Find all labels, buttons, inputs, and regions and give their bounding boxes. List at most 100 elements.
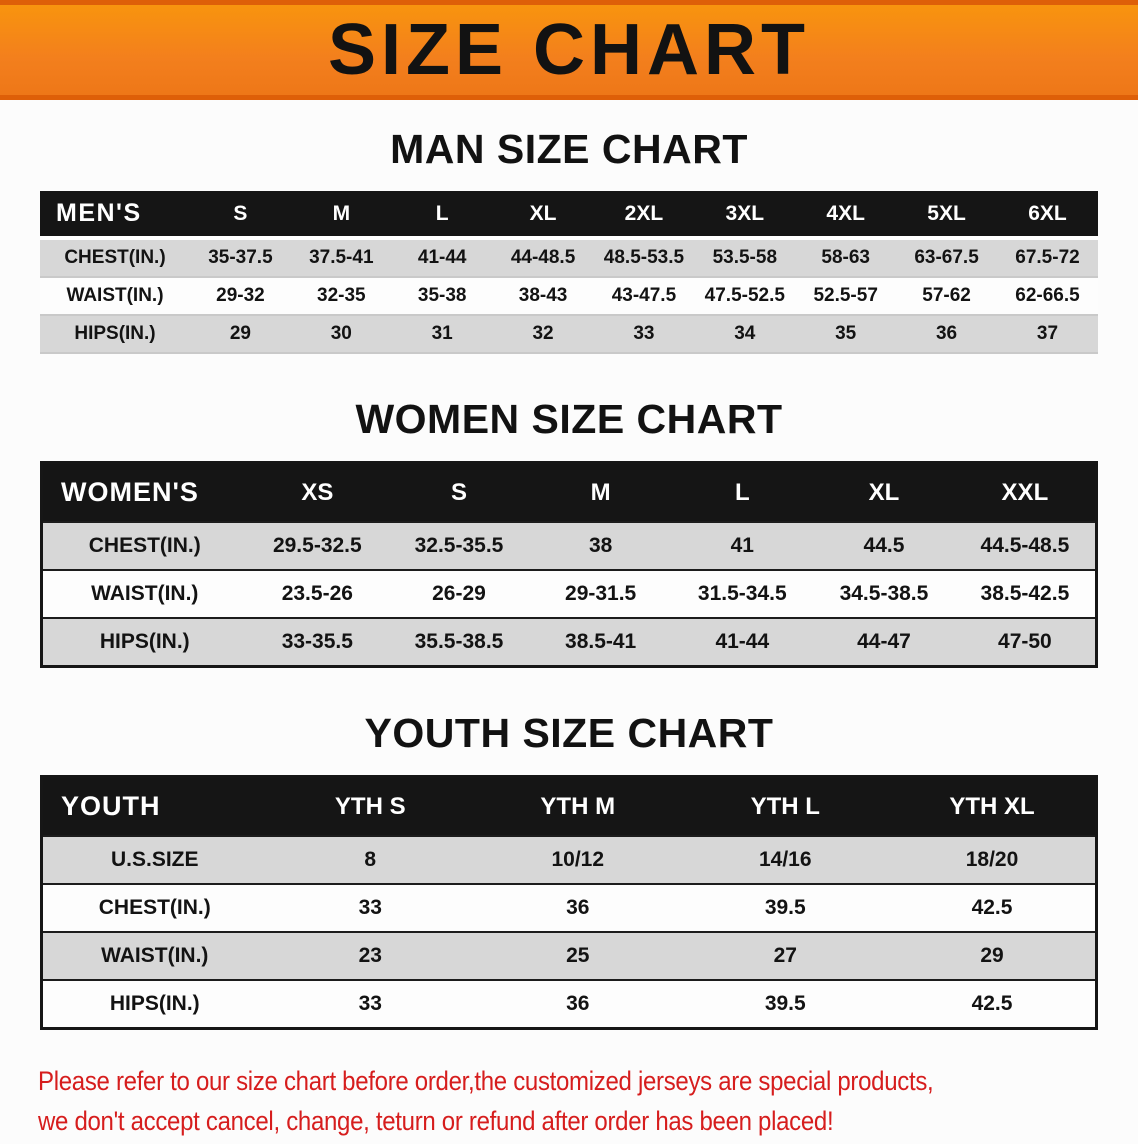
size-value-cell: 47.5-52.5: [694, 277, 796, 316]
size-value-cell: 57-62: [896, 277, 997, 316]
size-value-cell: 47-50: [954, 617, 1097, 667]
table-title-cell: MEN'S: [40, 191, 190, 238]
size-value-cell: 25: [474, 931, 682, 980]
size-value-cell: 62-66.5: [997, 277, 1098, 316]
size-column-header: 4XL: [795, 191, 897, 238]
table-row: WAIST(IN.) 23.5-26 26-29 29-31.5 31.5-34.5 34…: [41, 569, 1097, 618]
size-value-cell: 29: [889, 931, 1097, 980]
table-row: U.S.SIZE 8 10/12 14/16 18/20: [41, 835, 1097, 884]
size-value-cell: 23.5-26: [246, 569, 389, 618]
row-label: HIPS(IN.): [41, 617, 247, 667]
size-value-cell: 41: [671, 521, 814, 570]
size-value-cell: 58-63: [795, 236, 897, 278]
size-value-cell: 44-48.5: [492, 236, 594, 278]
size-column-header: 5XL: [896, 191, 997, 238]
size-value-cell: 39.5: [681, 883, 889, 932]
size-value-cell: 37.5-41: [290, 236, 392, 278]
size-value-cell: 39.5: [681, 979, 889, 1029]
size-value-cell: 37: [997, 315, 1098, 354]
size-value-cell: 14/16: [681, 835, 889, 884]
table-body: CHEST(IN.) 35-37.5 37.5-41 41-44 44-48.5 48.5…: [40, 236, 1098, 354]
size-value-cell: 36: [474, 883, 682, 932]
size-column-header: XL: [813, 462, 955, 522]
size-column-header: M: [290, 191, 392, 238]
size-value-cell: 42.5: [889, 979, 1097, 1029]
table-title-cell: YOUTH: [41, 776, 267, 836]
size-column-header: L: [671, 462, 814, 522]
youth-size-section: YOUTH SIZE CHART YOUTH YTH S YTH M YTH L YTH…: [0, 710, 1138, 1030]
size-value-cell: 35-37.5: [190, 236, 291, 278]
header-row: WOMEN'S XS S M L XL XXL: [41, 462, 1097, 522]
size-value-cell: 44-47: [813, 617, 955, 667]
row-label: WAIST(IN.): [41, 931, 267, 980]
size-value-cell: 29.5-32.5: [246, 521, 389, 570]
size-value-cell: 36: [896, 315, 997, 354]
size-value-cell: 44.5-48.5: [954, 521, 1097, 570]
row-label: HIPS(IN.): [40, 315, 190, 354]
table-row: HIPS(IN.) 33 36 39.5 42.5: [41, 979, 1097, 1029]
table-title-cell: WOMEN'S: [41, 462, 247, 522]
size-column-header: S: [388, 462, 530, 522]
size-value-cell: 41-44: [671, 617, 814, 667]
row-label: CHEST(IN.): [41, 883, 267, 932]
size-value-cell: 8: [266, 835, 474, 884]
size-value-cell: 53.5-58: [694, 236, 796, 278]
header-row: MEN'S S M L XL 2XL 3XL 4XL 5XL 6XL: [40, 191, 1098, 238]
size-value-cell: 29-32: [190, 277, 291, 316]
page-title: SIZE CHART: [328, 10, 810, 90]
size-column-header: 6XL: [997, 191, 1098, 238]
size-column-header: L: [391, 191, 493, 238]
size-value-cell: 33-35.5: [246, 617, 389, 667]
table-row: HIPS(IN.) 33-35.5 35.5-38.5 38.5-41 41-44 44-…: [41, 617, 1097, 667]
size-value-cell: 26-29: [388, 569, 530, 618]
size-column-header: 2XL: [593, 191, 695, 238]
women-size-section: WOMEN SIZE CHART WOMEN'S XS S M L XL XXL CHEST(…: [0, 396, 1138, 668]
size-value-cell: 34: [694, 315, 796, 354]
size-value-cell: 29: [190, 315, 291, 354]
size-value-cell: 43-47.5: [593, 277, 695, 316]
size-value-cell: 32-35: [290, 277, 392, 316]
size-value-cell: 33: [266, 883, 474, 932]
men-section-heading: MAN SIZE CHART: [390, 126, 748, 172]
size-value-cell: 36: [474, 979, 682, 1029]
table-row: WAIST(IN.) 29-32 32-35 35-38 38-43 43-47.5 47.…: [40, 277, 1098, 316]
row-label: HIPS(IN.): [41, 979, 267, 1029]
header-row: YOUTH YTH S YTH M YTH L YTH XL: [41, 776, 1097, 836]
size-value-cell: 35: [795, 315, 897, 354]
size-column-header: M: [529, 462, 672, 522]
size-column-header: YTH M: [474, 776, 682, 836]
size-value-cell: 33: [593, 315, 695, 354]
size-value-cell: 38.5-41: [529, 617, 672, 667]
size-column-header: 3XL: [694, 191, 796, 238]
size-value-cell: 32: [492, 315, 594, 354]
size-value-cell: 30: [290, 315, 392, 354]
banner: SIZE CHART: [0, 0, 1138, 100]
row-label: U.S.SIZE: [41, 835, 267, 884]
size-value-cell: 32.5-35.5: [388, 521, 530, 570]
size-value-cell: 23: [266, 931, 474, 980]
table-header: MEN'S S M L XL 2XL 3XL 4XL 5XL 6XL: [40, 191, 1098, 238]
size-column-header: XXL: [954, 462, 1097, 522]
size-value-cell: 35-38: [391, 277, 493, 316]
size-column-header: YTH L: [681, 776, 889, 836]
youth-section-heading: YOUTH SIZE CHART: [364, 710, 774, 756]
size-value-cell: 31: [391, 315, 493, 354]
row-label: WAIST(IN.): [40, 277, 190, 316]
disclaimer-line-2: we don't accept cancel, change, teturn o…: [38, 1105, 834, 1137]
youth-size-table: YOUTH YTH S YTH M YTH L YTH XL U.S.SIZE 8 10/12…: [40, 775, 1098, 1030]
table-row: HIPS(IN.) 29 30 31 32 33 34 35 36 37: [40, 315, 1098, 354]
size-value-cell: 48.5-53.5: [593, 236, 695, 278]
size-column-header: YTH XL: [889, 776, 1097, 836]
size-value-cell: 34.5-38.5: [813, 569, 955, 618]
size-value-cell: 67.5-72: [997, 236, 1098, 278]
size-value-cell: 38.5-42.5: [954, 569, 1097, 618]
size-value-cell: 44.5: [813, 521, 955, 570]
table-row: CHEST(IN.) 33 36 39.5 42.5: [41, 883, 1097, 932]
size-value-cell: 29-31.5: [529, 569, 672, 618]
size-column-header: S: [190, 191, 291, 238]
men-size-table: MEN'S S M L XL 2XL 3XL 4XL 5XL 6XL CHEST(IN.) 35-37…: [40, 191, 1098, 354]
size-value-cell: 33: [266, 979, 474, 1029]
row-label: WAIST(IN.): [41, 569, 247, 618]
size-value-cell: 38-43: [492, 277, 594, 316]
